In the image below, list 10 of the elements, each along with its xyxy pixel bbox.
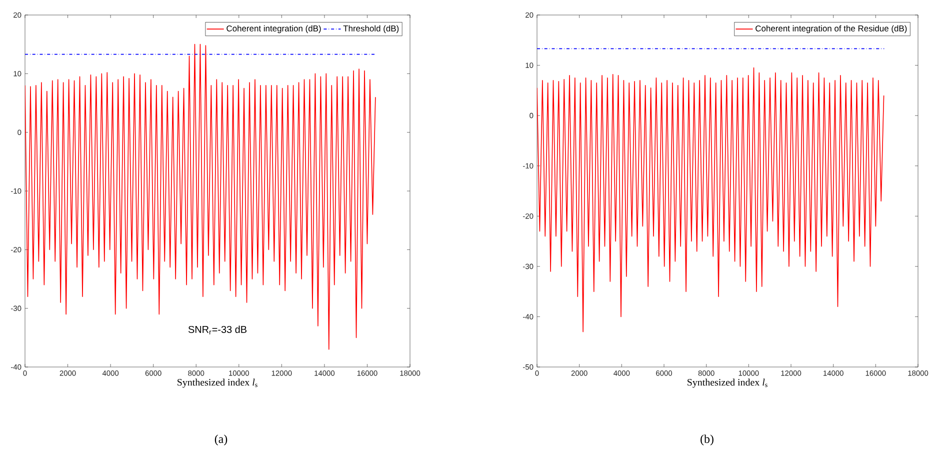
legend-label: Coherent integration of the Residue (dB) (756, 25, 907, 34)
x-axis-title: Synthesized index l$_{s}$ (688, 378, 768, 388)
legend-label: Coherent integration (dB) (226, 25, 321, 34)
text: (b) (700, 434, 714, 446)
x-axis-title: Synthesized index l$_{s}$ (178, 378, 258, 388)
line-series (25, 44, 376, 350)
text: (a) (214, 434, 228, 446)
annotation: SNR$_{r}$=-33 dB (188, 326, 246, 334)
line-series (537, 67, 884, 332)
legend-label: Threshold (dB) (343, 25, 399, 34)
